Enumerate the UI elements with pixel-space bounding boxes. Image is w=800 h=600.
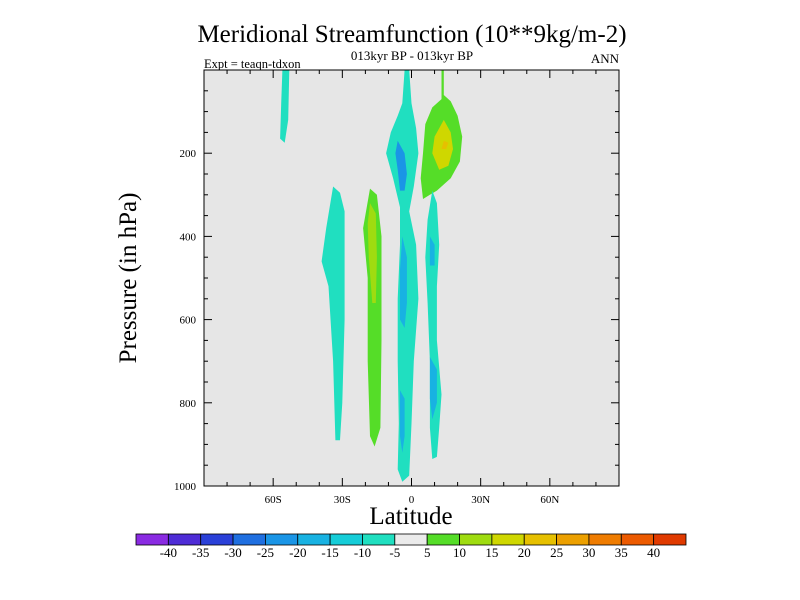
y-tick-label: 400 [180,231,197,243]
colorbar [135,533,687,546]
colorbar-label: 20 [518,545,531,560]
colorbar-label: -35 [192,545,209,560]
y-axis-label: Pressure (in hPa) [115,193,142,364]
contour-column-8n-core-upper [429,236,435,266]
colorbar-label: 30 [582,545,595,560]
axis-tick-labels: 200 400 600 800 1000 60S 30S 0 30N 60N [174,148,559,506]
contour-equatorial-core-upper [395,140,407,191]
contour-upper-55s [280,70,290,143]
contour-positive-cell-peak [441,140,449,149]
colorbar-swatch [167,533,202,546]
colorbar-swatch [620,533,655,546]
contour-column-30s [321,186,345,441]
x-tick-label: 60S [265,494,282,506]
colorbar-swatch [200,533,234,546]
colorbar-label: 10 [453,545,466,560]
colorbar-swatch [265,533,299,546]
contour-column-8n [425,190,442,459]
colorbar-swatch [394,533,428,546]
y-tick-label: 200 [180,148,197,160]
colorbar-label: 25 [550,545,563,560]
colorbar-swatch [523,533,557,546]
colorbar-label: 15 [485,545,498,560]
season-label: ANN [591,51,620,66]
y-tick-label: 1000 [174,481,197,493]
chart-subtitle: 013kyr BP - 013kyr BP [351,48,473,63]
x-axis-label: Latitude [369,503,452,530]
y-tick-label: 600 [180,315,197,327]
colorbar-label: 5 [424,545,431,560]
colorbar-swatch [362,533,396,546]
colorbar-swatch [459,533,493,546]
colorbar-label: -20 [289,545,306,560]
colorbar-swatch [491,533,525,546]
colorbar-label: -30 [224,545,241,560]
colorbar-swatch [653,533,687,546]
colorbar-swatch [329,533,363,546]
colorbar-label: -10 [354,545,371,560]
colorbar-swatch [297,533,331,546]
colorbar-label: 35 [615,545,628,560]
x-tick-label: 30N [471,494,490,506]
x-tick-label: 30S [334,494,351,506]
contour-column-18s [363,188,382,447]
colorbar-label: -15 [321,545,338,560]
contour-equatorial-core-low [400,390,405,453]
colorbar-swatch [588,533,622,546]
y-tick-label: 800 [180,398,197,410]
contour-column-8n-core-lower [429,357,437,420]
x-tick-label: 60N [540,494,559,506]
colorbar-label: -25 [257,545,274,560]
contour-fill-regions [280,70,463,482]
x-tick-label: 0 [409,494,415,506]
colorbar-label: 40 [647,545,660,560]
chart-title: Meridional Streamfunction (10**9kg/m-2) [197,21,626,48]
colorbar-label: -5 [389,545,400,560]
colorbar-swatch [556,533,590,546]
colorbar-labels: -40 -35 -30 -25 -20 -15 -10 -5 5 10 15 20 25 30 35 40 [160,545,660,560]
axis-ticks [204,70,619,487]
contour-column-18s-core [367,203,377,303]
colorbar-swatch [232,533,266,546]
colorbar-swatch [426,533,460,546]
experiment-label: Expt = teaqn-tdxon [204,57,301,71]
colorbar-label: -40 [160,545,177,560]
contour-equatorial-core-mid [400,236,407,328]
colorbar-swatch [135,533,169,546]
